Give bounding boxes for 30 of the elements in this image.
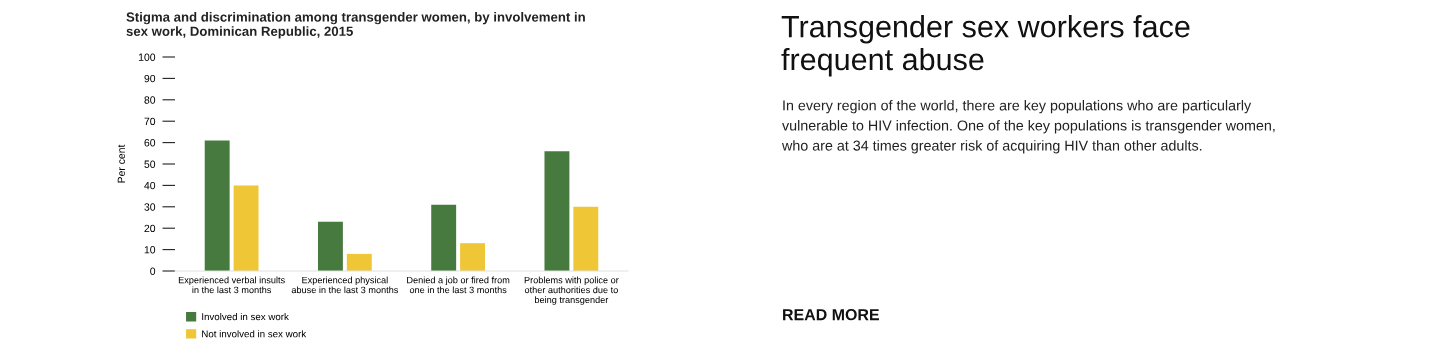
x-tick-label: Experienced physical abuse in the last 3 months [291, 276, 399, 294]
x-tick-label: Problems with police or other authorities due to being transgender [524, 276, 619, 305]
bar [544, 151, 570, 271]
y-tick-label: 70 [144, 117, 156, 126]
y-tick-label: 90 [144, 74, 156, 83]
y-tick-label: 60 [144, 139, 156, 147]
legend-label: Not involved in sex work [202, 330, 307, 338]
bar [346, 253, 372, 271]
bar [204, 140, 230, 271]
bar [233, 185, 259, 271]
bar [460, 243, 486, 271]
y-tick-label: 0 [150, 267, 156, 275]
bar [317, 221, 343, 271]
text: READ MORE [783, 308, 879, 321]
text: In every region of the world, there are key populations who are particularly vulnerable to HIV infection. One of the key populations is transgender women, who are at 34 times greater risk of acquiring HIV than other adults. [781, 100, 1275, 154]
y-tick-label: 80 [144, 96, 156, 104]
y-tick-label: 100 [138, 53, 156, 61]
y-tick-label: 10 [144, 246, 156, 254]
text: Transgender sex workers face frequent abuse [781, 15, 1190, 77]
y-tick-label: 50 [144, 160, 156, 168]
y-axis-title: Per cent [117, 144, 126, 183]
y-tick-label: 30 [144, 203, 156, 211]
x-tick-label: Denied a job or fired from one in the last 3 months [407, 276, 510, 294]
y-tick-label: 20 [144, 224, 156, 233]
legend-label: Involved in sex work [202, 313, 289, 321]
bar [431, 204, 457, 271]
bar [573, 206, 599, 271]
y-tick-label: 40 [144, 181, 156, 190]
chart-title: Stigma and discrimination among transgender women, by involvement in sex work, Dominican Republic, 2015 [126, 12, 585, 39]
x-tick-label: Experienced verbal insults in the last 3 months [178, 276, 285, 294]
